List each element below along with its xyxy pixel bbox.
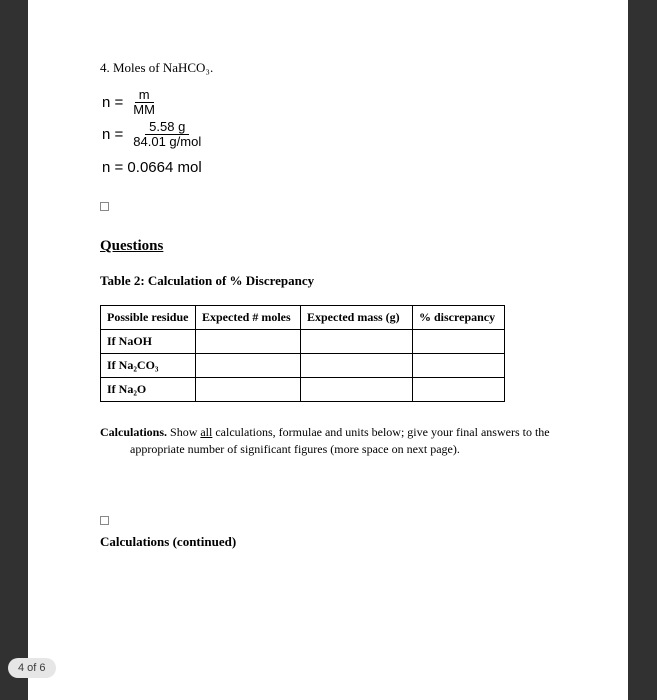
table-cell bbox=[301, 354, 413, 378]
table-cell bbox=[196, 378, 301, 402]
question-title: 4. Moles of NaHCO₃. bbox=[100, 60, 556, 76]
table-cell-residue: If Na₂CO₃ bbox=[101, 354, 196, 378]
calculations-label: Calculations. bbox=[100, 425, 167, 439]
fraction-1-numerator: m bbox=[135, 88, 154, 103]
table-cell bbox=[196, 354, 301, 378]
fraction-1: m MM bbox=[129, 88, 159, 118]
fraction-2: 5.58 g 84.01 g/mol bbox=[129, 120, 205, 150]
calc-underlined: all bbox=[200, 425, 212, 439]
calc-text-1: Show bbox=[167, 425, 200, 439]
formula-result: n = 0.0664 mol bbox=[102, 157, 556, 178]
table-cell-residue: If NaOH bbox=[101, 330, 196, 354]
calculations-continued: Calculations (continued) bbox=[100, 534, 556, 550]
formula-line-1: n = m MM bbox=[102, 88, 556, 118]
fraction-2-denominator: 84.01 g/mol bbox=[129, 135, 205, 149]
table-header-moles: Expected # moles bbox=[196, 306, 301, 330]
formula-prefix-2: n = bbox=[102, 124, 123, 145]
checkbox-marker-1 bbox=[100, 202, 109, 211]
page-indicator: 4 of 6 bbox=[8, 658, 56, 678]
table-cell-residue: If Na₂O bbox=[101, 378, 196, 402]
discrepancy-table: Possible residue Expected # moles Expect… bbox=[100, 305, 505, 402]
calc-text-3: appropriate number of significant figure… bbox=[130, 441, 556, 458]
table-row: If NaOH bbox=[101, 330, 505, 354]
calc-text-2: calculations, formulae and units below; … bbox=[212, 425, 549, 439]
fraction-1-denominator: MM bbox=[129, 103, 159, 117]
table-header-mass: Expected mass (g) bbox=[301, 306, 413, 330]
checkbox-marker-2 bbox=[100, 516, 109, 525]
table-cell bbox=[413, 354, 505, 378]
table-header-discrepancy: % discrepancy bbox=[413, 306, 505, 330]
handwritten-work: n = m MM n = 5.58 g 84.01 g/mol n = 0.06… bbox=[102, 88, 556, 178]
table-cell bbox=[301, 378, 413, 402]
table-cell bbox=[301, 330, 413, 354]
fraction-2-numerator: 5.58 g bbox=[145, 120, 189, 135]
table-cell bbox=[196, 330, 301, 354]
table-cell bbox=[413, 378, 505, 402]
formula-line-2: n = 5.58 g 84.01 g/mol bbox=[102, 120, 556, 150]
questions-heading: Questions bbox=[100, 238, 556, 255]
table-title: Table 2: Calculation of % Discrepancy bbox=[100, 273, 556, 289]
table-row: If Na₂O bbox=[101, 378, 505, 402]
formula-prefix: n = bbox=[102, 92, 123, 113]
table-cell bbox=[413, 330, 505, 354]
table-header-residue: Possible residue bbox=[101, 306, 196, 330]
document-page: 4. Moles of NaHCO₃. n = m MM n = 5.58 g … bbox=[28, 0, 628, 700]
table-header-row: Possible residue Expected # moles Expect… bbox=[101, 306, 505, 330]
table-row: If Na₂CO₃ bbox=[101, 354, 505, 378]
calculations-instructions: Calculations. Show all calculations, for… bbox=[100, 424, 556, 458]
